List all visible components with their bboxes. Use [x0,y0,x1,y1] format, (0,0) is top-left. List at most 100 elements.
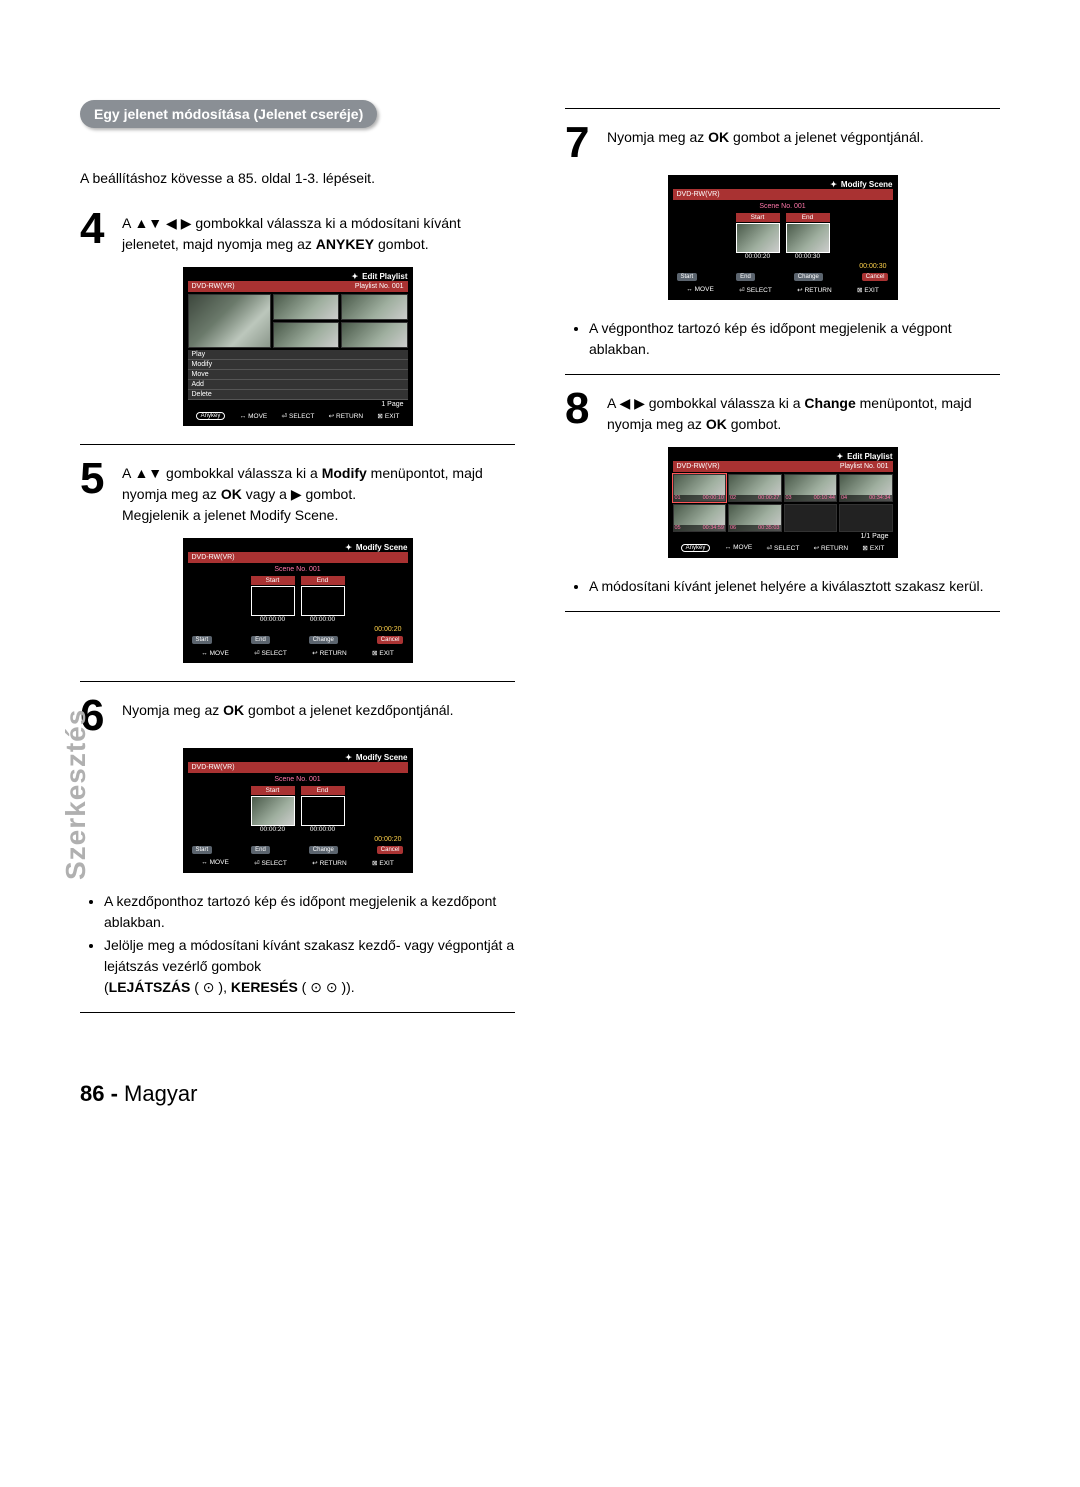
thumb [273,294,339,320]
thumb-empty [784,504,838,532]
osd-modify-scene-empty: Modify Scene DVD-RW(VR) Scene No. 001 St… [183,538,413,663]
foot-select: SELECT [739,286,772,294]
scene-no: Scene No. 001 [188,565,408,574]
step-5: 5 A ▲▼ gombokkal válassza ki a Modify me… [80,459,515,526]
end-box [301,586,345,616]
text: Megjelenik a jelenet Modify Scene. [122,507,338,523]
start-box [251,796,295,826]
osd-modify-scene-start: Modify Scene DVD-RW(VR) Scene No. 001 St… [183,748,413,873]
bullet: A végponthoz tartozó kép és időpont megj… [589,318,1000,360]
playhead-time: 00:00:30 [673,262,893,271]
foot-return: RETURN [312,859,347,867]
divider [80,681,515,682]
foot-select: SELECT [282,412,315,420]
text: gombot. [374,236,428,252]
text: A ◀ ▶ gombokkal válassza ki a [607,395,804,411]
side-section-label: Szerkesztés [60,709,92,880]
btn-cancel: Cancel [862,273,889,281]
btn-end: End [251,846,270,854]
foot-exit: EXIT [862,544,884,552]
step-number: 4 [80,209,112,255]
text: gombot. [727,416,781,432]
key-search: KERESÉS [231,979,298,995]
text: Nyomja meg az [607,129,708,145]
btn-cancel: Cancel [377,636,404,644]
step-text: A ◀ ▶ gombokkal válassza ki a Change men… [607,389,1000,435]
bullet: A módosítani kívánt jelenet helyére a ki… [589,576,1000,597]
foot-exit: EXIT [372,649,394,657]
menu-move: Move [188,370,408,380]
right-column: 7 Nyomja meg az OK gombot a jelenet végp… [565,100,1000,1021]
bullet: A kezdőponthoz tartozó kép és időpont me… [104,891,515,933]
end-box [786,223,830,253]
foot-exit: EXIT [377,412,399,420]
divider [565,108,1000,109]
page-indicator: 1 Page [381,401,403,408]
btn-cancel: Cancel [377,846,404,854]
thumb: 0600:35:03 [728,504,782,532]
step6-bullets: A kezdőponthoz tartozó kép és időpont me… [94,891,515,998]
start-box [736,223,780,253]
page-footer: 86 - Magyar [80,1081,1000,1107]
osd-title: Modify Scene [673,180,893,189]
osd-footer: Anykey MOVE SELECT RETURN EXIT [188,409,408,421]
osd-menu: Play Modify Move Add Delete [188,350,408,400]
foot-select: SELECT [254,859,287,867]
divider [80,1012,515,1013]
menu-add: Add [188,380,408,390]
foot-return: RETURN [814,544,849,552]
plno-label: Playlist No. 001 [355,283,404,290]
osd-title: Modify Scene [188,543,408,552]
menu-delete: Delete [188,390,408,400]
step-6: 6 Nyomja meg az OK gombot a jelenet kezd… [80,696,515,736]
end-label: End [301,786,345,795]
text: Jelölje meg a módosítani kívánt szakasz … [104,937,514,974]
btn-start: Start [192,636,213,644]
anykey-icon: Anykey [681,544,711,552]
start-label: Start [251,576,295,585]
plno-label: Playlist No. 001 [840,463,889,470]
step-text: A ▲▼ gombokkal válassza ki a Modify menü… [122,459,515,526]
thumb [273,322,339,348]
start-box [251,586,295,616]
time: 00:00:00 [310,616,335,623]
thumb [341,322,407,348]
step-number: 8 [565,389,597,435]
thumb: 0300:10:44 [784,474,838,502]
intro-text: A beállításhoz kövesse a 85. oldal 1-3. … [80,168,515,189]
text: ( ⊙ ⊙ )). [298,979,355,995]
key-change: Change [804,395,855,411]
key-ok: OK [706,416,727,432]
osd-edit-playlist-grid: Edit Playlist DVD-RW(VR) Playlist No. 00… [668,447,898,558]
bullet: Jelölje meg a módosítani kívánt szakasz … [104,935,515,998]
start-label: Start [736,213,780,222]
btn-change: Change [794,273,823,281]
divider [565,611,1000,612]
key-ok: OK [708,129,729,145]
foot-return: RETURN [329,412,364,420]
page-indicator: 1/1 Page [860,533,888,540]
dvd-label: DVD-RW(VR) [677,191,720,198]
foot-select: SELECT [767,544,800,552]
dvd-label: DVD-RW(VR) [192,764,235,771]
foot-select: SELECT [254,649,287,657]
menu-play: Play [188,350,408,360]
key-modify: Modify [322,465,367,481]
thumb-empty [839,504,893,532]
step-number: 7 [565,123,597,163]
btn-start: Start [192,846,213,854]
dvd-label: DVD-RW(VR) [192,283,235,290]
osd-title: Edit Playlist [673,452,893,461]
foot-exit: EXIT [372,859,394,867]
divider [80,444,515,445]
osd-title: Edit Playlist [188,272,408,281]
left-column: Egy jelenet módosítása (Jelenet cseréje)… [80,100,515,1021]
dvd-label: DVD-RW(VR) [192,554,235,561]
dvd-label: DVD-RW(VR) [677,463,720,470]
main-thumb [188,294,272,348]
step-8: 8 A ◀ ▶ gombokkal válassza ki a Change m… [565,389,1000,435]
section-title-pill: Egy jelenet módosítása (Jelenet cseréje) [80,100,377,128]
page-number: 86 - [80,1081,118,1106]
foot-move: MOVE [725,544,753,551]
time: 00:00:30 [795,253,820,260]
